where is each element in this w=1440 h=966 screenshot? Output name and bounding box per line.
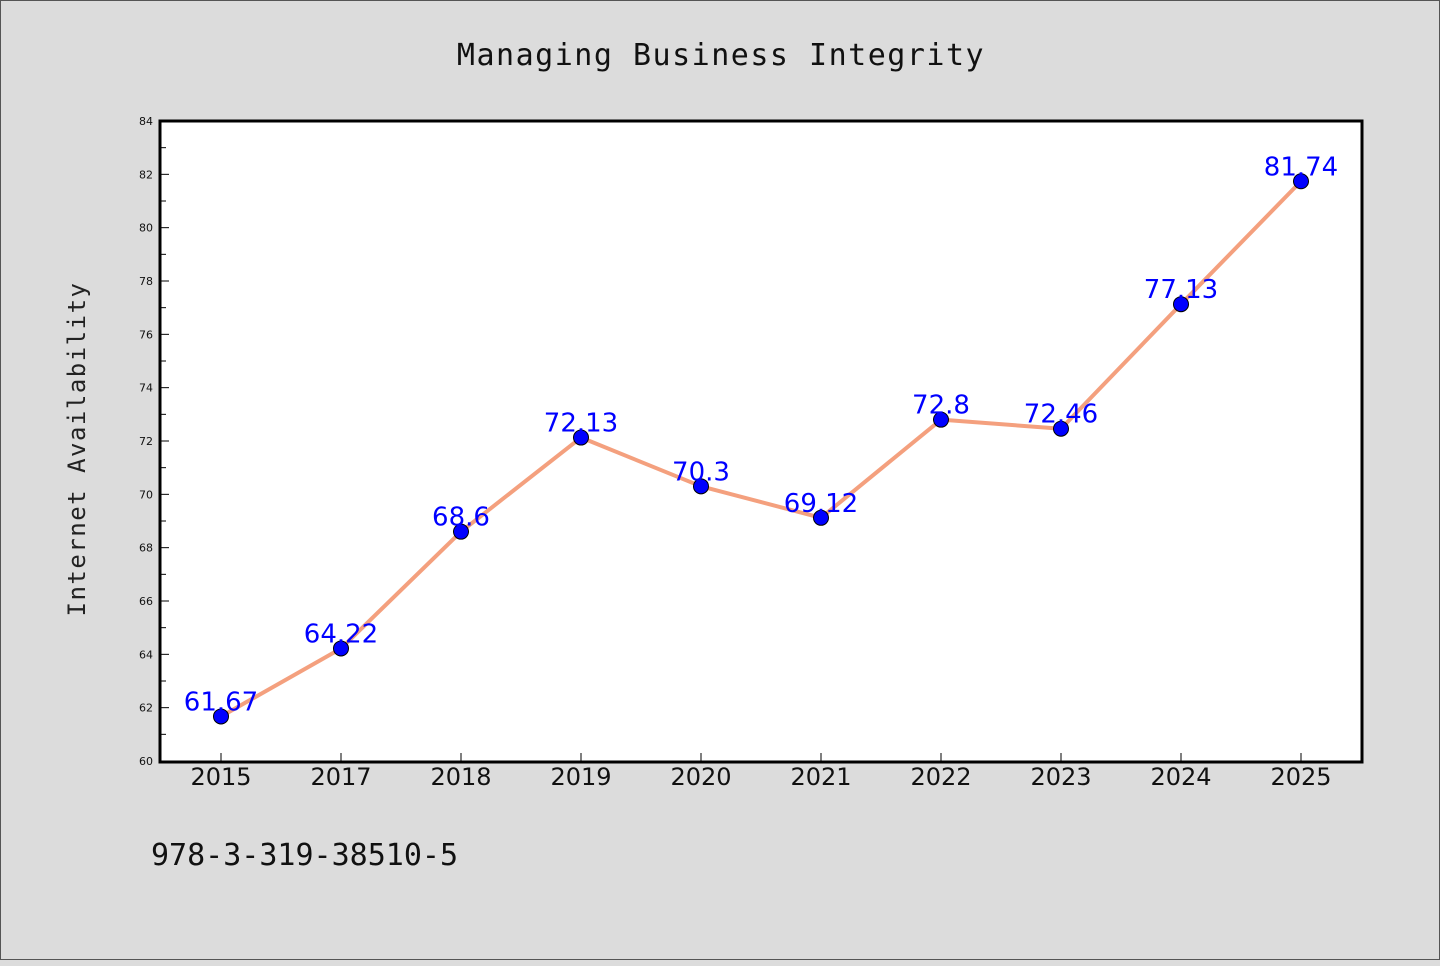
y-tick-label: 74 [139, 382, 153, 395]
y-axis-label: Internet Availability [63, 282, 91, 617]
x-tick-label: 2015 [190, 763, 251, 791]
data-label: 61.67 [184, 687, 258, 717]
data-label: 77.13 [1144, 275, 1218, 305]
data-point [933, 411, 949, 428]
y-tick-label: 62 [139, 702, 153, 715]
y-tick-label: 84 [139, 115, 153, 128]
data-label: 72.46 [1024, 400, 1098, 430]
y-tick-label: 80 [139, 222, 153, 235]
chart-title: Managing Business Integrity [457, 38, 985, 73]
data-label: 70.3 [672, 457, 730, 487]
data-label: 69.12 [784, 489, 858, 519]
x-tick-label: 2019 [550, 763, 611, 791]
data-point [333, 640, 349, 657]
x-tick-label: 2017 [310, 763, 371, 791]
x-tick-label: 2018 [430, 763, 491, 791]
y-tick-label: 68 [139, 542, 153, 555]
data-point [453, 523, 469, 540]
data-label: 68.6 [432, 503, 490, 533]
x-tick-label: 2023 [1030, 763, 1091, 791]
data-label: 72.8 [912, 391, 970, 421]
data-label: 81.74 [1264, 152, 1338, 182]
y-tick-label: 72 [139, 435, 153, 448]
plot-area [158, 119, 1364, 764]
x-tick-label: 2024 [1150, 763, 1211, 791]
x-tick-label: 2025 [1270, 763, 1331, 791]
data-point [1173, 296, 1189, 313]
data-point [813, 509, 829, 526]
y-tick-label: 82 [139, 168, 153, 181]
data-labels: 61.67 64.22 68.6 72.13 70.3 69.12 72.8 72.46 77.… [184, 152, 1338, 717]
series-layer [213, 173, 1309, 725]
data-label: 72.13 [544, 409, 618, 439]
y-tick-label: 78 [139, 275, 153, 288]
series-line [220, 179, 1303, 719]
y-tick-label: 66 [139, 595, 153, 608]
y-tick-label: 70 [139, 488, 153, 501]
y-tick-label: 60 [139, 755, 153, 768]
data-point [213, 708, 229, 725]
x-tick-label: 2020 [670, 763, 731, 791]
footer-isbn: 978-3-319-38510-5 [151, 838, 458, 873]
y-axis: 60 62 64 66 68 70 72 74 76 78 80 82 84 [139, 115, 169, 768]
y-tick-label: 64 [139, 648, 153, 661]
y-tick-label: 76 [139, 328, 153, 341]
data-label: 64.22 [304, 619, 378, 649]
data-point [1053, 420, 1069, 437]
x-tick-label: 2022 [910, 763, 971, 791]
data-point [573, 429, 589, 446]
data-point [693, 478, 709, 495]
x-axis: 2015 2017 2018 2019 2020 2021 2022 2023 2024 2025 [190, 753, 1332, 791]
data-point [1293, 173, 1309, 190]
x-tick-label: 2021 [790, 763, 851, 791]
